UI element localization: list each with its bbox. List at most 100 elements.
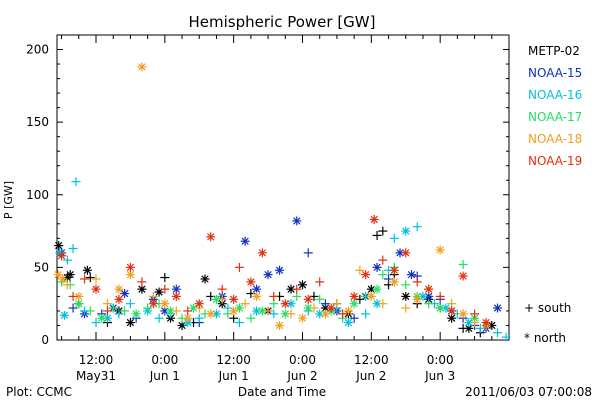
data-point	[458, 271, 468, 281]
y-tick-label: 100	[26, 188, 49, 202]
data-point	[229, 306, 239, 316]
data-point	[240, 299, 250, 309]
data-point	[458, 259, 468, 269]
data-point	[114, 309, 124, 319]
data-point	[401, 280, 411, 290]
data-point	[361, 309, 371, 319]
data-point	[412, 294, 422, 304]
data-point	[464, 318, 474, 328]
data-point	[372, 284, 382, 294]
data-point	[470, 318, 480, 328]
data-point	[361, 270, 371, 280]
data-point	[401, 248, 411, 258]
x-tick-date: Jun 2	[286, 369, 317, 383]
data-point	[143, 303, 153, 313]
legend-item: NOAA-18	[528, 132, 582, 146]
x-tick-date: Jun 1	[218, 369, 249, 383]
data-point	[401, 303, 411, 313]
legend-item: NOAA-16	[528, 88, 582, 102]
data-point	[458, 309, 468, 319]
data-point	[82, 265, 92, 275]
data-point	[447, 313, 457, 323]
data-point	[501, 332, 511, 342]
data-point	[246, 277, 256, 287]
data-point	[355, 265, 365, 275]
data-point	[91, 274, 101, 284]
data-point	[154, 287, 164, 297]
data-point	[389, 277, 399, 287]
data-point	[389, 233, 399, 243]
data-point	[206, 232, 216, 242]
data-point	[435, 291, 445, 301]
data-point	[349, 313, 359, 323]
data-point	[252, 291, 262, 301]
y-tick-label: 200	[26, 43, 49, 57]
x-axis-label: Date and Time	[238, 385, 326, 399]
data-point	[269, 309, 279, 319]
data-point	[148, 299, 158, 309]
data-point	[349, 291, 359, 301]
data-point	[401, 291, 411, 301]
data-point	[257, 248, 267, 258]
y-axis-label: P [GW]	[2, 181, 15, 219]
data-point	[183, 306, 193, 316]
x-tick-time: 0:00	[151, 353, 178, 367]
data-point	[493, 303, 503, 313]
data-points	[53, 62, 511, 342]
data-point	[369, 214, 379, 224]
data-point	[194, 313, 204, 323]
data-point	[292, 284, 302, 294]
data-point	[234, 262, 244, 272]
data-point	[303, 248, 313, 258]
x-tick-time: 12:00	[79, 353, 114, 367]
data-point	[401, 226, 411, 236]
data-point	[54, 241, 64, 251]
chart-title: Hemispheric Power [GW]	[189, 13, 376, 31]
data-point	[114, 284, 124, 294]
marker-legend-item: + south	[524, 301, 571, 315]
data-point	[137, 62, 147, 72]
data-point	[68, 291, 78, 301]
data-point	[320, 299, 330, 309]
x-axis: 12:00 May31 0:00 Jun 1 12:00 Jun 1 0:00 Jun 2 12…	[61, 35, 493, 383]
data-point	[160, 284, 170, 294]
data-point	[137, 277, 147, 287]
data-point	[65, 270, 75, 280]
data-point	[108, 303, 118, 313]
data-point	[280, 299, 290, 309]
data-point	[234, 303, 244, 313]
data-point	[470, 309, 480, 319]
data-point	[372, 262, 382, 272]
data-point	[378, 255, 388, 265]
data-point	[58, 274, 68, 284]
data-point	[286, 309, 296, 319]
data-point	[447, 306, 457, 316]
data-point	[160, 299, 170, 309]
data-point	[481, 318, 491, 328]
legend-item: NOAA-17	[528, 110, 582, 124]
data-point	[85, 306, 95, 316]
x-tick-date: Jun 3	[424, 369, 455, 383]
data-point	[114, 294, 124, 304]
data-point	[338, 309, 348, 319]
x-tick-time: 0:00	[289, 353, 316, 367]
legend: METP-02 NOAA-15 NOAA-16 NOAA-17 NOAA-18 NOAA-…	[528, 44, 582, 168]
data-point	[263, 270, 273, 280]
data-point	[320, 309, 330, 319]
y-tick-label: 150	[26, 115, 49, 129]
x-tick-date: Jun 2	[355, 369, 386, 383]
data-point	[275, 320, 285, 330]
data-point	[57, 251, 67, 261]
data-point	[298, 313, 308, 323]
data-point	[493, 328, 503, 338]
data-point	[412, 222, 422, 232]
legend-item: NOAA-15	[528, 66, 582, 80]
data-point	[303, 294, 313, 304]
data-point	[378, 270, 388, 280]
data-point	[160, 273, 170, 283]
data-point	[366, 291, 376, 301]
x-tick-date: Jun 1	[149, 369, 180, 383]
data-point	[85, 273, 95, 283]
data-point	[68, 303, 78, 313]
data-point	[343, 306, 353, 316]
